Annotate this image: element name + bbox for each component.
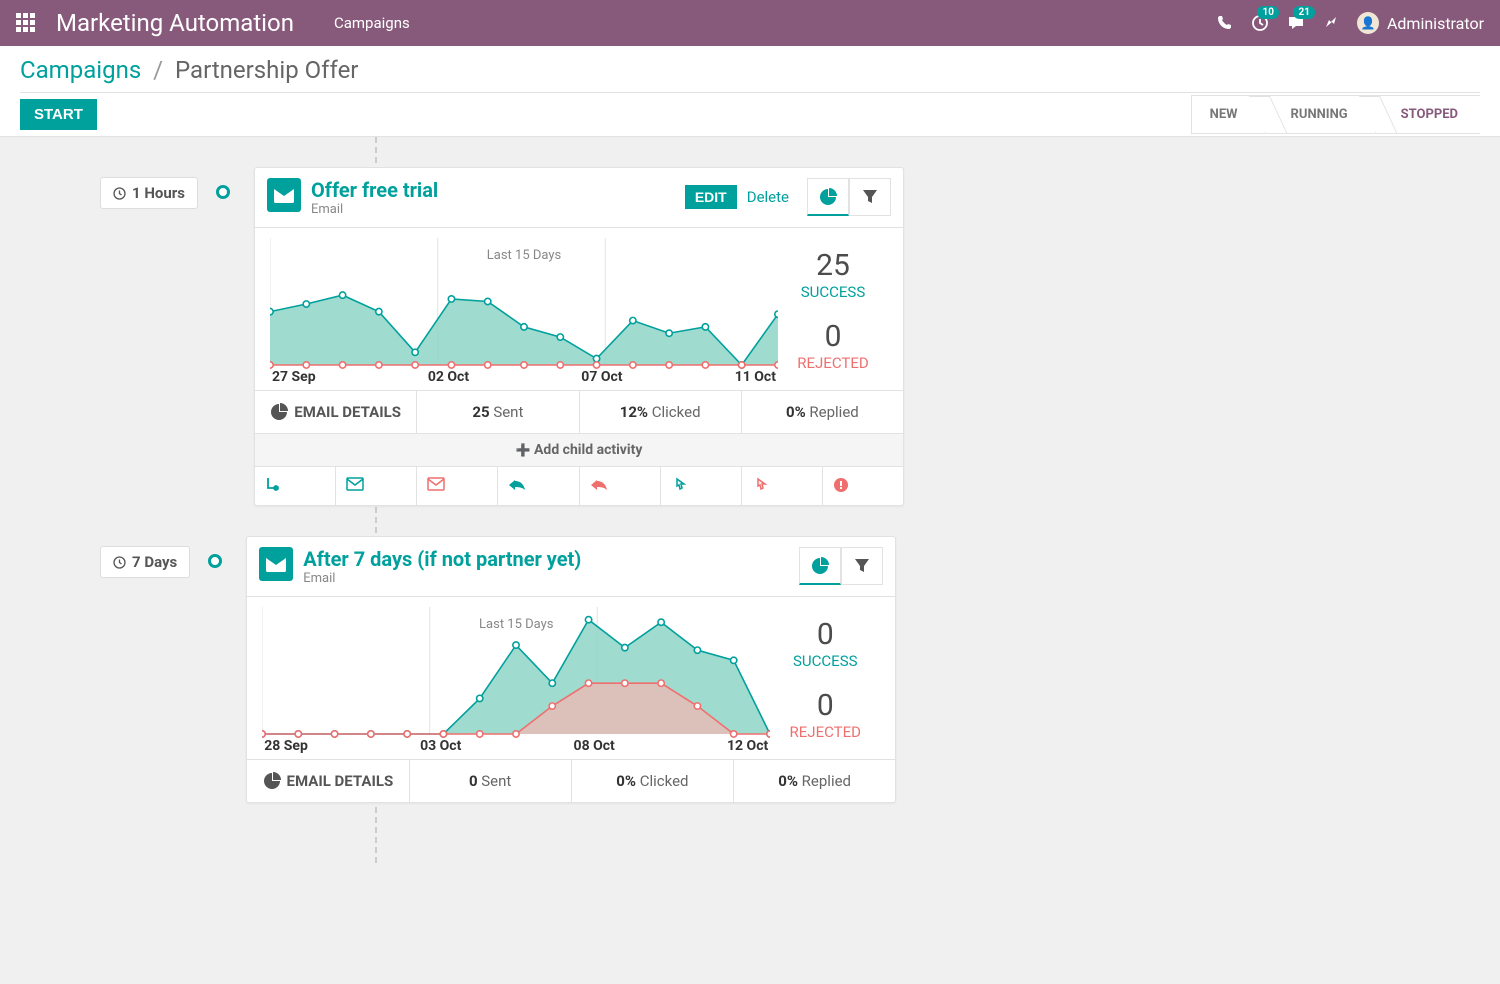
activity-row-1: 7 Days After 7 days (if not partner yet)…: [100, 536, 1400, 803]
edit-button[interactable]: EDIT: [685, 185, 737, 209]
trigger-reply-icon[interactable]: [498, 467, 579, 505]
success-count: 25: [778, 248, 888, 283]
navbar: Marketing Automation Campaigns 10 21 👤 A…: [0, 0, 1500, 46]
clicked-stat: 0% Clicked: [572, 760, 734, 802]
trigger-click-icon[interactable]: [661, 467, 742, 505]
chart-area: Last 15 Days 28 Sep 03 Oct 08 Oct 12 Oct: [262, 607, 770, 754]
phone-icon[interactable]: [1217, 15, 1233, 31]
activity-subtitle: Email: [303, 571, 581, 586]
trigger-mail-open-icon[interactable]: [336, 467, 417, 505]
timeline-dot: [216, 185, 230, 199]
x-label: 12 Oct: [727, 738, 768, 754]
canvas: 1 Hours Offer free trial Email EDIT Delet…: [0, 137, 1500, 863]
activity-row-0: 1 Hours Offer free trial Email EDIT Delet…: [100, 167, 1400, 506]
clicked-stat: 12% Clicked: [580, 391, 742, 433]
email-icon: [267, 178, 301, 212]
user-name: Administrator: [1387, 14, 1484, 33]
view-filter-icon[interactable]: [849, 178, 891, 216]
debug-icon[interactable]: [1323, 15, 1339, 31]
email-icon: [259, 547, 293, 581]
messages-icon[interactable]: 21: [1287, 14, 1305, 32]
app-title: Marketing Automation: [56, 9, 294, 37]
breadcrumb-current: Partnership Offer: [175, 56, 358, 84]
subheader: Campaigns / Partnership Offer START NEW …: [0, 46, 1500, 137]
view-graph-icon[interactable]: [807, 178, 849, 216]
rejected-count: 0: [778, 319, 888, 354]
avatar-icon: 👤: [1357, 12, 1379, 34]
view-graph-icon[interactable]: [799, 547, 841, 585]
x-label: 02 Oct: [428, 369, 469, 385]
breadcrumb: Campaigns / Partnership Offer: [20, 56, 1480, 92]
rejected-label: REJECTED: [778, 354, 888, 372]
delay-badge: 7 Days: [100, 546, 190, 578]
clock-icon: [113, 187, 126, 200]
activity-subtitle: Email: [311, 202, 438, 217]
email-details-head[interactable]: EMAIL DETAILS: [247, 760, 409, 802]
nav-campaigns[interactable]: Campaigns: [334, 14, 410, 32]
x-label: 03 Oct: [420, 738, 461, 754]
timeline-dot: [208, 554, 222, 568]
x-label: 08 Oct: [574, 738, 615, 754]
activity-card: After 7 days (if not partner yet) Email …: [246, 536, 896, 803]
activity-title[interactable]: After 7 days (if not partner yet): [303, 547, 581, 571]
user-menu[interactable]: 👤 Administrator: [1357, 12, 1484, 34]
success-label: SUCCESS: [770, 652, 880, 670]
add-child-activity[interactable]: ➕ Add child activity: [255, 433, 903, 466]
success-count: 0: [770, 617, 880, 652]
view-filter-icon[interactable]: [841, 547, 883, 585]
clock-icon: [113, 556, 126, 569]
chart-title: Last 15 Days: [487, 248, 561, 263]
chart-title: Last 15 Days: [479, 617, 553, 632]
start-button[interactable]: START: [20, 99, 97, 130]
rejected-label: REJECTED: [770, 723, 880, 741]
trigger-row: [255, 466, 903, 505]
x-label: 07 Oct: [581, 369, 622, 385]
activities-badge: 10: [1257, 6, 1278, 19]
trigger-mail-not-open-icon[interactable]: [417, 467, 498, 505]
trigger-not-reply-icon[interactable]: [580, 467, 661, 505]
trigger-error-icon[interactable]: [823, 467, 903, 505]
delete-link[interactable]: Delete: [747, 188, 789, 206]
trigger-not-click-icon[interactable]: [742, 467, 823, 505]
trigger-child-icon[interactable]: [255, 467, 336, 505]
apps-icon[interactable]: [16, 13, 36, 33]
messages-badge: 21: [1293, 6, 1314, 19]
activity-title[interactable]: Offer free trial: [311, 178, 438, 202]
activities-icon[interactable]: 10: [1251, 14, 1269, 32]
x-label: 28 Sep: [264, 738, 308, 754]
sent-stat: 0 Sent: [410, 760, 572, 802]
status-new[interactable]: NEW: [1191, 95, 1260, 134]
rejected-count: 0: [770, 688, 880, 723]
x-label: 11 Oct: [735, 369, 776, 385]
status-bar: NEW RUNNING STOPPED: [1191, 95, 1480, 134]
breadcrumb-campaigns[interactable]: Campaigns: [20, 56, 141, 84]
replied-stat: 0% Replied: [734, 760, 895, 802]
success-label: SUCCESS: [778, 283, 888, 301]
chart-area: Last 15 Days 27 Sep 02 Oct 07 Oct 11 Oct: [270, 238, 778, 385]
email-details-head[interactable]: EMAIL DETAILS: [255, 391, 417, 433]
sent-stat: 25 Sent: [417, 391, 579, 433]
x-label: 27 Sep: [272, 369, 316, 385]
replied-stat: 0% Replied: [742, 391, 903, 433]
activity-card: Offer free trial Email EDIT Delete Last 1…: [254, 167, 904, 506]
delay-badge: 1 Hours: [100, 177, 198, 209]
